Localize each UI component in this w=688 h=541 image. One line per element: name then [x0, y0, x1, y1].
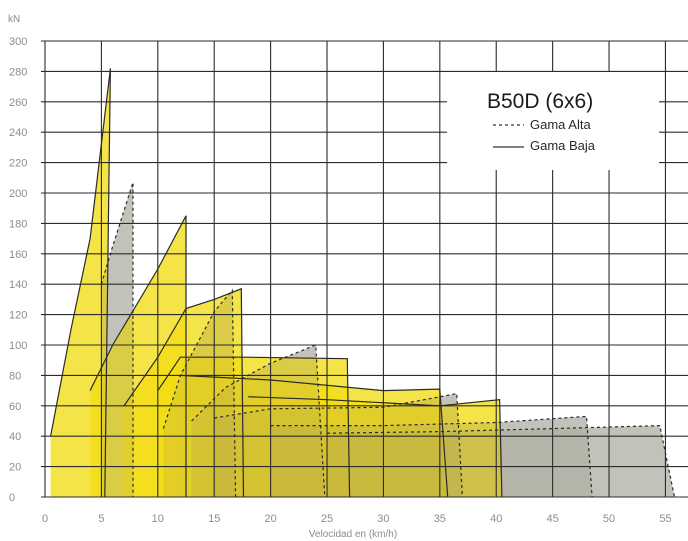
gama-alta-gear-3-line: [191, 344, 326, 498]
gama-baja-gear-4-line: [157, 356, 351, 498]
y-tick-40: 40: [9, 431, 21, 443]
grid-lines: [41, 40, 688, 498]
legend-label-gama-alta: Gama Alta: [530, 117, 591, 132]
x-tick-40: 40: [490, 513, 502, 525]
x-tick-55: 55: [659, 513, 671, 525]
gama-baja-gear-6-area: [248, 396, 502, 497]
x-tick-25: 25: [321, 513, 333, 525]
x-tick-5: 5: [98, 513, 104, 525]
y-tick-160: 160: [9, 249, 27, 261]
gama-baja-gear-5-line: [180, 374, 449, 498]
y-tick-labels: 0 20 40 60 80 100 120 140 160 180 200 220 240 260 280 3…: [9, 36, 27, 504]
legend-box: [447, 72, 659, 170]
gama-alta-gear-2-overlay: [163, 290, 236, 497]
x-tick-labels: 0 5 10 15 20 25 30 35 40 45 50 55: [42, 513, 672, 525]
gama-alta-gear-1-line: [100, 182, 134, 497]
x-tick-35: 35: [434, 513, 446, 525]
x-tick-10: 10: [152, 513, 164, 525]
y-tick-300: 300: [9, 36, 27, 48]
gama-alta-gear-4-line: [214, 392, 463, 498]
x-tick-15: 15: [208, 513, 220, 525]
gama-alta-gear-3-overlay: [191, 345, 325, 497]
gama-alta-gear-1-overlay: [101, 182, 133, 497]
gama-alta-gear-2-line: [162, 288, 237, 498]
gama-baja-gear-6-line: [248, 396, 503, 498]
gama-baja-gear-1-line: [50, 68, 111, 498]
y-tick-220: 220: [9, 158, 27, 170]
chart-title: B50D (6x6): [487, 90, 593, 113]
legend-label-gama-baja: Gama Baja: [530, 138, 596, 153]
gear-lines: [50, 68, 676, 498]
gama-alta-gear-5-line: [270, 415, 593, 498]
y-tick-140: 140: [9, 279, 27, 291]
y-tick-60: 60: [9, 401, 21, 413]
x-tick-45: 45: [547, 513, 559, 525]
x-tick-30: 30: [377, 513, 389, 525]
gama-baja-gear-3-line: [123, 287, 245, 498]
gama-alta-gear-4-overlay: [214, 393, 463, 497]
y-tick-120: 120: [9, 310, 27, 322]
y-tick-180: 180: [9, 218, 27, 230]
y-tick-100: 100: [9, 340, 27, 352]
x-tick-0: 0: [42, 513, 48, 525]
x-axis-label: Velocidad en (km/h): [309, 529, 397, 540]
y-tick-280: 280: [9, 66, 27, 78]
y-tick-0: 0: [9, 492, 15, 504]
y-axis-label: kN: [8, 14, 20, 25]
y-tick-200: 200: [9, 188, 27, 200]
y-tick-80: 80: [9, 370, 21, 382]
legend: B50D (6x6) Gama Alta Gama Baja: [447, 72, 659, 170]
x-tick-50: 50: [603, 513, 615, 525]
y-tick-20: 20: [9, 462, 21, 474]
y-tick-240: 240: [9, 127, 27, 139]
x-tick-20: 20: [264, 513, 276, 525]
y-tick-260: 260: [9, 97, 27, 109]
